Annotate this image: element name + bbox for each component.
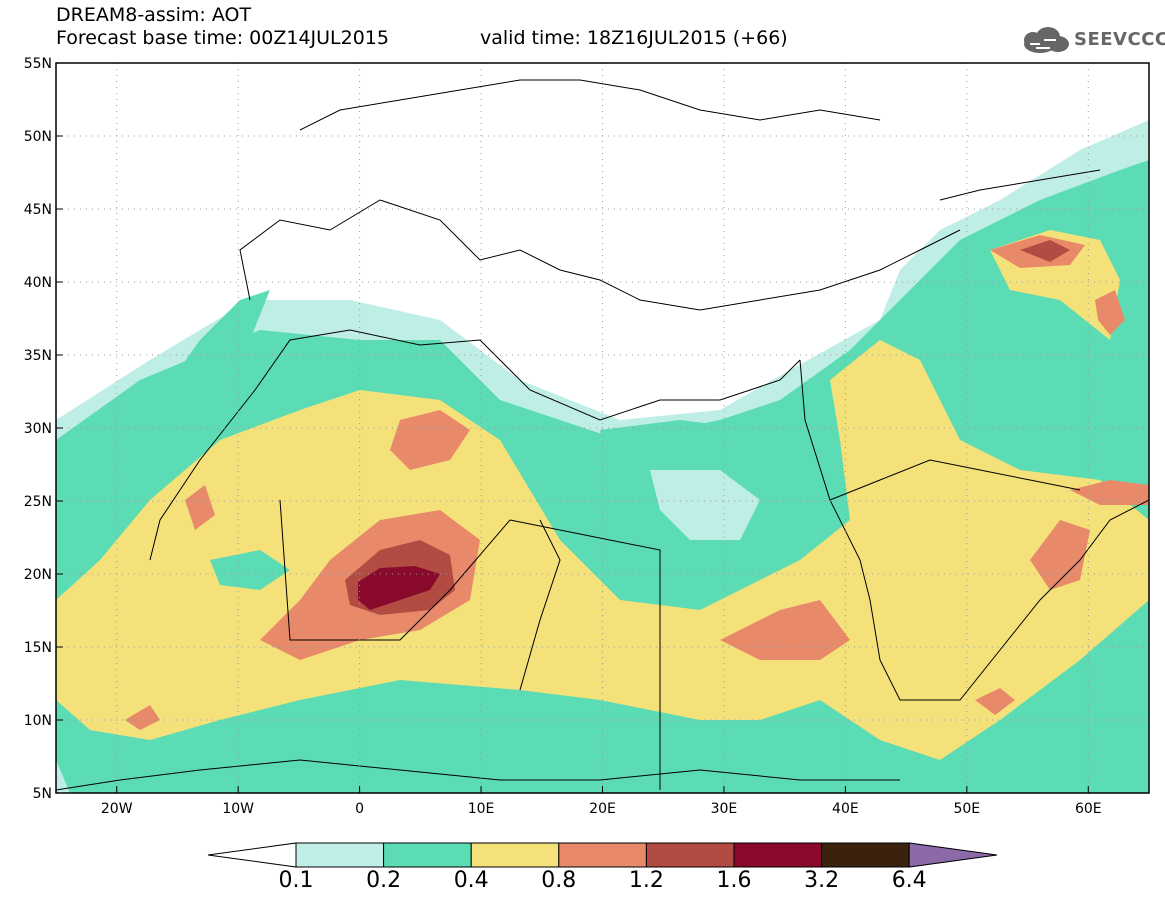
lat-tick-label: 10N: [24, 713, 52, 729]
lat-tick-label: 35N: [24, 348, 52, 364]
graticule: [56, 63, 1149, 793]
colorbar-under-triangle: [207, 842, 297, 868]
colorbar-segment: [645, 842, 735, 868]
colorbar-segment: [383, 842, 472, 868]
colorbar-level-label: 0.1: [278, 868, 314, 893]
colorbar-level-label: 0.4: [453, 868, 489, 893]
colorbar-segment: [733, 842, 823, 868]
lat-tick-label: 40N: [24, 275, 52, 291]
lon-tick-label: 50E: [953, 801, 980, 817]
lat-tick-label: 50N: [24, 129, 52, 145]
lon-tick-label: 10E: [468, 801, 495, 817]
cloud-icon: [1024, 27, 1069, 53]
colorbar-level-label: 1.2: [628, 868, 664, 893]
valid-time: valid time: 18Z16JUL2015 (+66): [480, 27, 788, 49]
colorbar-over-triangle: [908, 842, 998, 868]
lon-tick-label: 10W: [222, 801, 254, 817]
lat-tick-label: 20N: [24, 567, 52, 583]
lat-tick-label: 45N: [24, 202, 52, 218]
colorbar-level-label: 1.6: [716, 868, 752, 893]
lon-tick-label: 40E: [832, 801, 859, 817]
colorbar-segment: [821, 842, 910, 868]
logo-text: SEEVCCC: [1074, 29, 1165, 50]
lat-tick-label: 5N: [33, 786, 52, 802]
colorbar-segment: [470, 842, 560, 868]
forecast-base-time: Forecast base time: 00Z14JUL2015: [56, 27, 389, 49]
colorbar-segment: [295, 842, 385, 868]
lat-tick-label: 25N: [24, 494, 52, 510]
lon-tick-label: 60E: [1075, 801, 1102, 817]
colorbar-level-label: 0.8: [541, 868, 577, 893]
lat-tick-label: 15N: [24, 640, 52, 656]
map-title: DREAM8-assim: AOT: [56, 4, 252, 26]
colorbar-level-label: 0.2: [366, 868, 402, 893]
colorbar: [207, 842, 998, 868]
colorbar-segment: [558, 842, 647, 868]
lon-tick-label: 20W: [101, 801, 133, 817]
lat-tick-label: 55N: [24, 56, 52, 72]
colorbar-level-label: 3.2: [804, 868, 840, 893]
lat-tick-label: 30N: [24, 421, 52, 437]
colorbar-level-label: 6.4: [891, 868, 927, 893]
lon-tick-label: 0: [355, 801, 364, 817]
lon-tick-label: 30E: [711, 801, 738, 817]
lon-axis: 20W 10W 0 10E 20E 30E 40E 50E 60E: [101, 786, 1102, 817]
lat-axis: 5N 10N 15N 20N 25N 30N 35N 40N 45N 50N 55N: [24, 56, 63, 802]
lon-tick-label: 20E: [589, 801, 616, 817]
